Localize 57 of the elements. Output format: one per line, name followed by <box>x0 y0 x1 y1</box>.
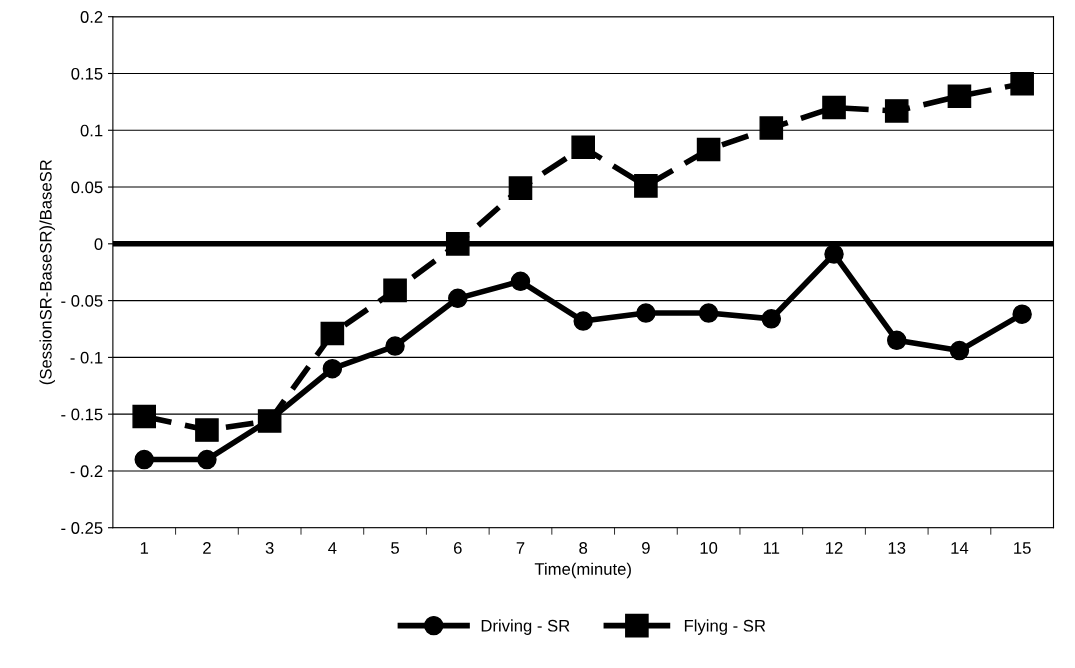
y-tick-label: - 0.2 <box>70 465 103 478</box>
x-tick-label: 10 <box>700 542 718 554</box>
y-tick-label: 0 <box>94 238 103 251</box>
point <box>573 311 593 331</box>
point <box>949 340 970 361</box>
y-tick-label: 0.2 <box>80 11 103 23</box>
point <box>571 135 595 160</box>
x-tick-label: 13 <box>888 542 906 554</box>
x-axis-title: Time(minute) <box>534 562 631 579</box>
point <box>887 330 907 351</box>
x-tick-label: 6 <box>453 542 462 554</box>
y-tick-label: 0.1 <box>80 124 103 137</box>
y-tick-label: 0.05 <box>71 181 103 194</box>
point <box>634 174 658 198</box>
y-tick-label: - 0.25 <box>61 522 103 534</box>
x-tick-label: 2 <box>203 542 211 554</box>
y-tick-label: - 0.15 <box>61 408 103 421</box>
point <box>1010 71 1034 96</box>
point <box>508 176 533 200</box>
y-axis-title: (SessionSR-BaseSR)/BaseSR <box>39 159 55 385</box>
point <box>696 137 721 162</box>
point <box>761 309 782 329</box>
point <box>385 336 405 356</box>
point <box>383 278 407 303</box>
x-tick-label: 4 <box>328 542 337 554</box>
point <box>322 359 343 379</box>
point <box>197 449 217 470</box>
legend-label: Driving - SR <box>481 619 570 635</box>
point <box>824 244 844 264</box>
x-tick-label: 11 <box>763 542 780 554</box>
y-tick-label: - 0.1 <box>70 351 103 364</box>
point <box>445 232 470 256</box>
point <box>884 99 909 123</box>
x-tick-label: 1 <box>140 542 149 554</box>
point <box>195 418 219 442</box>
x-tick-label: 12 <box>826 542 843 554</box>
y-tick-label: - 0.05 <box>61 295 103 307</box>
legend-label: Flying - SR <box>684 619 766 635</box>
x-tick-label: 8 <box>579 542 588 554</box>
point <box>320 321 345 346</box>
point <box>134 449 154 470</box>
point <box>822 95 846 120</box>
x-tick-label: 15 <box>1014 542 1031 554</box>
x-tick-label: 14 <box>951 542 969 554</box>
point <box>1012 304 1032 324</box>
point <box>448 288 468 309</box>
x-tick-label: 9 <box>642 542 650 554</box>
point <box>947 84 972 108</box>
point <box>636 303 656 323</box>
point <box>132 404 157 429</box>
x-tick-label: 5 <box>391 542 399 554</box>
point <box>510 271 531 292</box>
point <box>759 116 784 140</box>
x-tick-label: 7 <box>516 542 525 554</box>
point <box>698 303 719 323</box>
x-tick-label: 3 <box>265 542 274 554</box>
y-tick-label: 0.15 <box>71 67 103 80</box>
